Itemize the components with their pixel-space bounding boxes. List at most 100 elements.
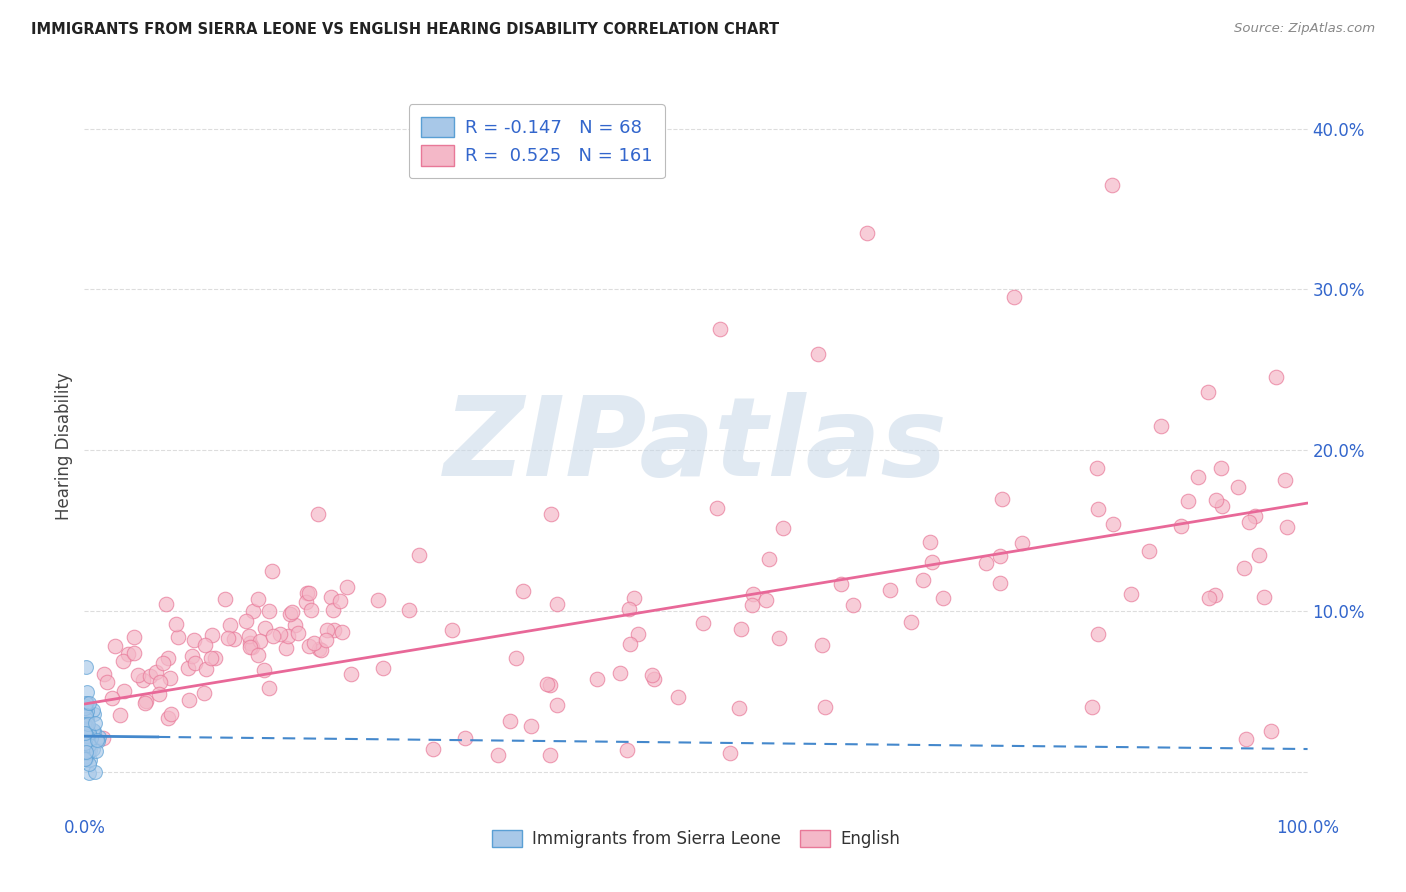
Point [330, 624, 353, 639]
Point [73, 752, 96, 766]
Point [104, 640, 127, 654]
Point [842, 598, 865, 612]
Point [252, 664, 274, 678]
Point [1187, 470, 1209, 484]
Point [76, 685, 98, 699]
Point [991, 492, 1014, 507]
Point [512, 584, 534, 599]
Point [718, 747, 741, 761]
Point [101, 690, 124, 705]
Text: Source: ZipAtlas.com: Source: ZipAtlas.com [1234, 22, 1375, 36]
Point [75, 719, 97, 733]
Point [77, 696, 100, 710]
Point [183, 632, 205, 647]
Point [75, 751, 97, 765]
Point [149, 675, 172, 690]
Point [122, 646, 145, 660]
Point [204, 651, 226, 665]
Point [222, 632, 245, 646]
Point [201, 628, 224, 642]
Point [309, 643, 332, 657]
Point [741, 587, 763, 601]
Point [75, 726, 97, 740]
Point [274, 640, 297, 655]
Point [586, 673, 609, 687]
Point [1198, 591, 1220, 606]
Point [1233, 560, 1256, 574]
Point [931, 591, 953, 606]
Point [643, 672, 665, 686]
Point [155, 597, 177, 611]
Point [76, 735, 98, 749]
Point [1236, 732, 1258, 747]
Point [75, 730, 97, 744]
Point [299, 603, 322, 617]
Point [238, 628, 260, 642]
Point [83, 724, 105, 739]
Point [75, 708, 97, 723]
Point [79, 742, 101, 756]
Point [127, 668, 149, 682]
Point [76, 660, 98, 674]
Point [1150, 418, 1173, 433]
Point [240, 640, 263, 654]
Point [1205, 493, 1227, 508]
Point [77, 757, 100, 772]
Point [1274, 473, 1296, 487]
Point [82, 703, 104, 717]
Point [1244, 508, 1267, 523]
Point [179, 692, 201, 706]
Point [911, 574, 934, 588]
Point [499, 714, 522, 729]
Point [75, 699, 97, 714]
Point [76, 732, 98, 747]
Point [1260, 724, 1282, 739]
Point [298, 639, 321, 653]
Point [295, 586, 318, 600]
Point [117, 648, 139, 662]
Point [295, 595, 318, 609]
Point [75, 718, 97, 732]
Point [194, 639, 217, 653]
Point [627, 627, 650, 641]
Point [440, 623, 463, 637]
Point [730, 622, 752, 636]
Point [247, 648, 270, 662]
Point [84, 744, 107, 758]
Point [1085, 461, 1108, 475]
Point [79, 741, 101, 756]
Point [86, 733, 108, 747]
Point [76, 715, 98, 730]
Point [73, 736, 96, 750]
Point [988, 549, 1011, 563]
Point [75, 738, 97, 752]
Point [1137, 544, 1160, 558]
Point [77, 746, 100, 760]
Point [75, 712, 97, 726]
Point [546, 698, 568, 712]
Point [811, 638, 834, 652]
Point [772, 521, 794, 535]
Point [298, 586, 321, 600]
Point [79, 753, 101, 767]
Point [112, 683, 135, 698]
Point [76, 712, 98, 726]
Point [75, 701, 97, 715]
Point [167, 630, 190, 644]
Text: IMMIGRANTS FROM SIERRA LEONE VS ENGLISH HEARING DISABILITY CORRELATION CHART: IMMIGRANTS FROM SIERRA LEONE VS ENGLISH … [31, 22, 779, 37]
Point [77, 766, 100, 780]
Point [728, 701, 751, 715]
Point [302, 636, 325, 650]
Point [422, 741, 444, 756]
Point [329, 594, 352, 608]
Point [152, 656, 174, 670]
Point [623, 591, 645, 605]
Point [73, 746, 96, 760]
Point [1253, 590, 1275, 604]
Point [307, 508, 329, 522]
Point [807, 346, 830, 360]
Point [1239, 515, 1261, 529]
Point [77, 735, 100, 749]
Point [287, 625, 309, 640]
Point [921, 555, 943, 569]
